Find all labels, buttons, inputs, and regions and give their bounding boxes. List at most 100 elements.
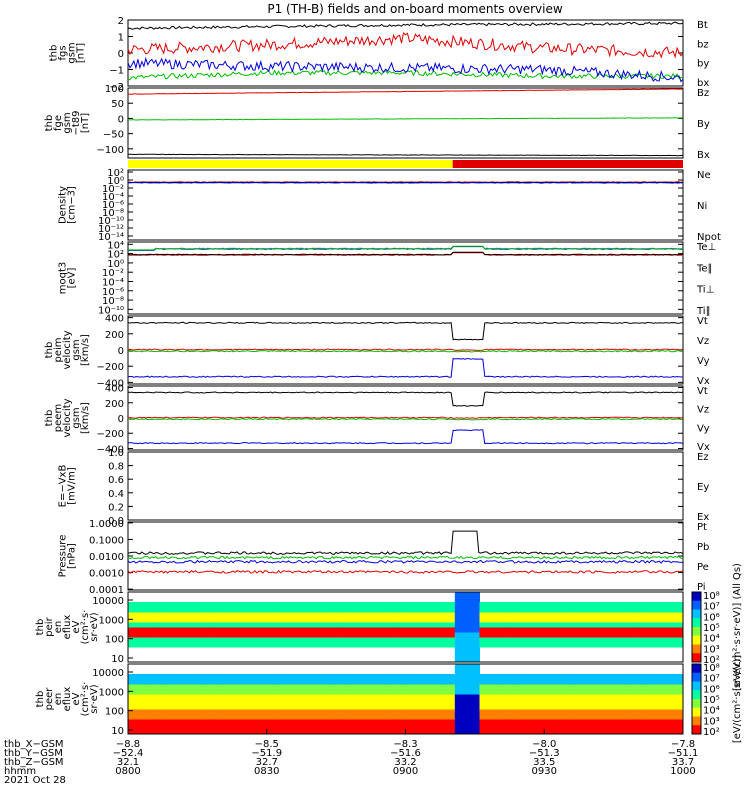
xtick-x: −8.0 <box>532 739 556 750</box>
spectrogram-cell <box>430 724 437 730</box>
spectrogram-cell <box>541 607 548 613</box>
spectrogram-cell <box>615 627 622 633</box>
spectrogram-cell <box>208 689 215 695</box>
spectrogram-cell <box>528 602 536 608</box>
spectrogram-cell <box>559 714 567 720</box>
spectrogram-cell <box>387 704 394 710</box>
spectrogram-cell <box>676 684 684 690</box>
series-line-Vz <box>127 348 684 351</box>
spectrogram-cell <box>282 679 289 685</box>
spectrogram-cell <box>134 724 141 730</box>
spectrogram-cell <box>461 657 468 663</box>
spectrogram-cell <box>152 729 160 735</box>
spectrogram-cell <box>658 617 665 623</box>
spectrogram-cell <box>609 679 616 685</box>
spectrogram-cell <box>565 694 573 700</box>
spectrogram-cell <box>245 612 252 618</box>
spectrogram-cell <box>652 704 659 710</box>
spectrogram-cell <box>251 699 258 705</box>
spectrogram-cell <box>461 724 468 730</box>
ytick-label: 1 <box>118 33 124 44</box>
colorbar-segment <box>692 635 701 645</box>
spectrogram-cell <box>165 642 172 648</box>
spectrogram-cell <box>405 642 413 648</box>
spectrogram-cell <box>294 679 302 685</box>
spectrogram-cell <box>226 642 234 648</box>
spectrogram-cell <box>454 719 462 725</box>
spectrogram-cell <box>313 607 320 613</box>
spectrogram-cell <box>165 714 172 720</box>
spectrogram-cell <box>609 684 616 690</box>
spectrogram-cell <box>615 632 622 638</box>
colorbar-tick: 10⁸ <box>703 663 720 674</box>
spectrogram-cell <box>670 704 678 710</box>
spectrogram-cell <box>202 704 209 710</box>
legend-Ne: Ne <box>697 170 711 181</box>
spectrogram-cell <box>498 719 505 725</box>
spectrogram-cell <box>528 679 536 685</box>
spectrogram-cell <box>590 617 598 623</box>
spectrogram-cell <box>239 627 246 633</box>
spectrogram-cell <box>177 637 184 643</box>
spectrogram-cell <box>128 714 135 720</box>
spectrogram-cell <box>269 704 277 710</box>
spectrogram-cell <box>572 642 579 648</box>
ytick-label: 1000 <box>99 687 124 698</box>
panel-frame-7 <box>127 451 684 521</box>
spectrogram-cell <box>325 714 332 720</box>
spectrogram-cell <box>134 679 141 685</box>
spectrogram-cell <box>368 674 376 680</box>
spectrogram-cell <box>171 627 178 633</box>
spectrogram-cell <box>313 632 320 638</box>
spectrogram-cell <box>461 627 468 633</box>
spectrogram-cell <box>245 674 252 680</box>
spectrogram-cell <box>257 694 265 700</box>
spectrogram-cell <box>596 602 604 608</box>
spectrogram-cell <box>535 719 542 725</box>
ylabel-line: peer <box>44 687 55 711</box>
spectrogram-cell <box>399 724 406 730</box>
spectrogram-cell <box>565 607 573 613</box>
ytick-label: 0 <box>118 346 124 357</box>
spectrogram-cell <box>306 622 314 628</box>
spectrogram-cell <box>337 602 345 608</box>
spectrogram-cell <box>510 632 517 638</box>
spectrogram-cell <box>288 719 295 725</box>
spectrogram-cell <box>300 689 308 695</box>
spectrogram-cell <box>251 632 258 638</box>
spectrogram-cell <box>362 719 369 725</box>
spectrogram-cell <box>504 607 511 613</box>
spectrogram-cell <box>128 704 135 710</box>
spectrogram-cell <box>282 632 289 638</box>
spectrogram-cell <box>325 729 332 735</box>
spectrogram-cell <box>288 622 295 628</box>
legend-Te⊥: Te⊥ <box>696 242 716 253</box>
spectrogram-cell <box>652 724 659 730</box>
spectrogram-cell <box>553 684 561 690</box>
spectrogram-cell <box>313 612 320 618</box>
spectrogram-cell <box>547 719 554 725</box>
spectrogram-cell <box>350 674 357 680</box>
spectrogram-cell <box>245 637 252 643</box>
spectrogram-cell <box>208 719 215 725</box>
spectrogram-cell <box>165 684 172 690</box>
ytick-label: 0 <box>118 414 124 425</box>
spectrogram-cell <box>436 709 443 715</box>
spectrogram-cell <box>547 622 554 628</box>
spectrogram-cell <box>232 622 240 628</box>
spectrogram-cell <box>220 612 228 618</box>
spectrogram-cell <box>146 632 154 638</box>
spectrogram-cell <box>356 719 363 725</box>
spectrogram-cell <box>387 602 394 608</box>
spectrogram-cell <box>263 704 271 710</box>
spectrogram-cell <box>461 602 468 608</box>
spectrogram-cell <box>393 714 400 720</box>
spectrogram-cell <box>325 627 332 633</box>
spectrogram-cell <box>300 679 308 685</box>
spectrogram-cell <box>158 602 166 608</box>
spectrogram-cell <box>448 724 456 730</box>
spectrogram-cell <box>405 602 413 608</box>
spectrogram-cell <box>393 674 400 680</box>
spectrogram-cell <box>368 694 376 700</box>
spectrogram-cell <box>343 689 351 695</box>
